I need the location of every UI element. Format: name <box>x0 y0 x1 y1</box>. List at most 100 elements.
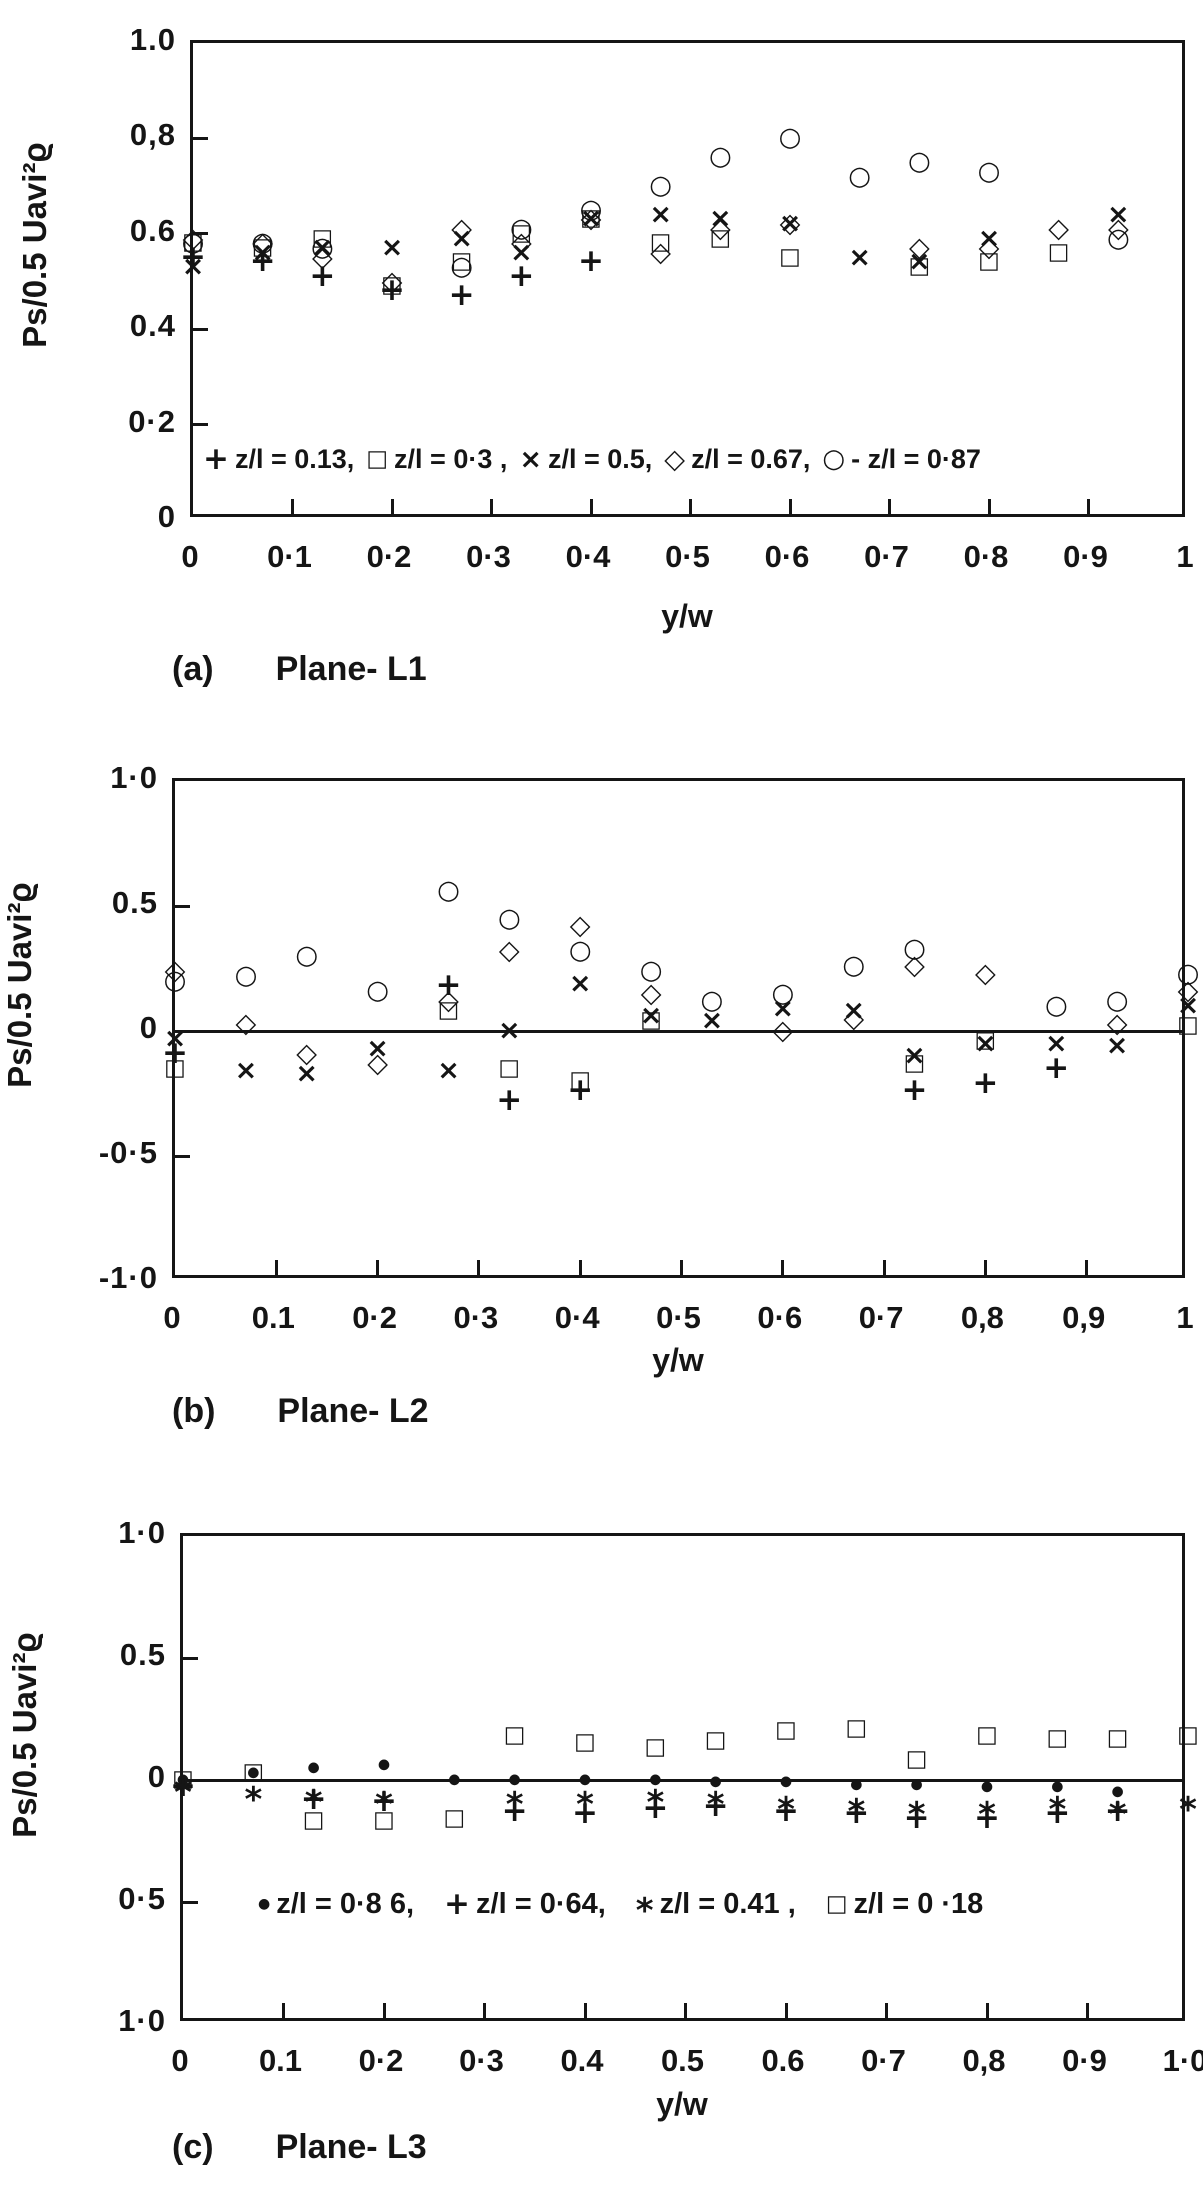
data-point-diamond: ◇ <box>1177 974 1199 1006</box>
data-point-plus: + <box>1104 1792 1131 1829</box>
x-tick-mark <box>376 1260 380 1275</box>
data-point-dot: ● <box>649 1771 662 1788</box>
data-point-diamond: ◇ <box>843 1002 865 1034</box>
y-tick-label: 0 <box>147 1759 166 1794</box>
data-point-plus: + <box>501 1792 528 1829</box>
x-tick-mark <box>882 1260 886 1275</box>
data-point-dot: ● <box>1051 1779 1064 1796</box>
data-point-x: × <box>1107 198 1130 230</box>
x-tick-label: 0·4 <box>554 1300 600 1335</box>
data-point-diamond: ◇ <box>296 1037 318 1069</box>
data-point-square: □ <box>381 272 403 299</box>
y-tick-mark <box>193 136 208 140</box>
data-point-circle: ○ <box>709 141 732 172</box>
data-point-plus: + <box>843 1795 870 1832</box>
y-tick-label: 0.4 <box>129 308 176 344</box>
data-point-x: × <box>437 1054 460 1086</box>
data-point-circle: ○ <box>163 965 187 996</box>
data-point-asterisk: * <box>1108 1794 1127 1835</box>
plot-a-y-axis-label: Ps/0.5 Uavi²ϱ <box>16 142 53 348</box>
x-tick-label: 0·2 <box>366 539 412 574</box>
data-point-diamond: ◇ <box>904 949 925 981</box>
data-point-dot: ● <box>508 1771 521 1788</box>
data-point-circle: ○ <box>778 122 802 153</box>
data-point-asterisk: * <box>576 1785 594 1826</box>
data-point-plus: + <box>300 1780 327 1817</box>
plot-a-x-axis-label: y/w <box>661 598 713 634</box>
data-point-diamond: ◇ <box>164 954 186 986</box>
data-point-x: × <box>311 232 334 264</box>
data-point-asterisk: * <box>907 1794 926 1835</box>
data-point-x: × <box>450 222 473 254</box>
legend-item: □ z/l = 0·3 , <box>366 444 507 475</box>
plot-c-caption-letter: (c) <box>172 2128 214 2166</box>
x-tick-label: 0·8 <box>963 539 1009 574</box>
y-tick-label: 0,8 <box>129 117 176 153</box>
data-point-x: × <box>649 198 672 230</box>
data-point-dot: ● <box>980 1779 994 1796</box>
y-tick-mark <box>193 423 208 427</box>
data-point-x: × <box>497 1014 521 1046</box>
data-point-square: □ <box>905 1746 928 1773</box>
data-point-square: □ <box>704 1726 727 1753</box>
data-point-dot: ● <box>779 1774 793 1791</box>
data-point-plus: + <box>901 1071 928 1108</box>
data-point-asterisk: * <box>706 1785 725 1826</box>
data-point-square: □ <box>574 1729 596 1756</box>
data-point-asterisk: * <box>777 1790 795 1831</box>
data-point-square: □ <box>510 219 533 246</box>
data-point-square: □ <box>649 229 672 256</box>
x-tick-label: 0·6 <box>764 539 810 574</box>
x-tick-mark <box>689 499 692 514</box>
y-tick-label: 0.5 <box>119 1637 166 1672</box>
zero-line <box>175 1029 1182 1033</box>
data-point-square: □ <box>779 243 801 270</box>
y-tick-mark <box>193 327 208 331</box>
x-tick-label: 0·7 <box>858 1300 904 1335</box>
x-tick-mark <box>784 2003 788 2018</box>
y-tick-label: 1·0 <box>118 2003 166 2038</box>
y-tick-label: 0 <box>139 1010 158 1045</box>
y-tick-label: 0·2 <box>128 403 176 439</box>
legend-label: z/l = 0.41 , <box>659 1887 796 1920</box>
data-point-circle: ○ <box>510 213 533 244</box>
data-point-x: × <box>380 232 404 264</box>
data-point-plus: + <box>180 238 206 275</box>
x-tick-label: 1·0 <box>1162 2043 1203 2078</box>
square-symbol-icon: □ <box>366 446 389 472</box>
data-point-circle: ○ <box>579 194 603 225</box>
legend-item: + z/l = 0.13, <box>203 441 354 477</box>
x-tick-label: 0 <box>163 1300 181 1335</box>
data-point-plus: + <box>1043 1049 1070 1086</box>
data-point-asterisk: * <box>978 1794 996 1835</box>
data-point-x: × <box>771 992 795 1024</box>
data-point-square: □ <box>908 253 931 280</box>
x-tick-mark <box>477 1260 481 1275</box>
data-point-circle: ○ <box>842 950 866 981</box>
data-point-square: □ <box>978 248 1000 275</box>
data-point-dot: ● <box>578 1771 592 1788</box>
data-point-plus: + <box>435 966 462 1003</box>
x-tick-mark <box>1086 2003 1089 2018</box>
data-point-square: □ <box>251 234 274 261</box>
data-point-plus: + <box>448 276 475 313</box>
data-point-x: × <box>700 1004 724 1036</box>
data-point-plus: + <box>371 1782 397 1819</box>
data-point-x: × <box>974 1027 997 1059</box>
x-tick-mark <box>291 499 294 514</box>
data-point-diamond: ◇ <box>451 212 473 244</box>
x-tick-label: 0·4 <box>565 539 611 574</box>
data-point-plus: + <box>578 243 604 280</box>
data-point-square: □ <box>498 1054 521 1081</box>
data-point-square: □ <box>1106 1724 1129 1751</box>
data-point-plus: + <box>702 1787 729 1824</box>
data-point-plus: + <box>379 271 405 308</box>
legend-label: z/l = 0·64, <box>476 1887 606 1920</box>
data-point-x: × <box>510 236 533 268</box>
data-point-circle: ○ <box>649 170 672 201</box>
diamond-symbol-icon: ◇ <box>664 443 686 475</box>
data-point-square: □ <box>580 205 602 232</box>
data-point-dot: ● <box>377 1757 391 1774</box>
data-point-square: □ <box>775 1717 797 1744</box>
data-point-diamond: ◇ <box>1106 1007 1128 1039</box>
